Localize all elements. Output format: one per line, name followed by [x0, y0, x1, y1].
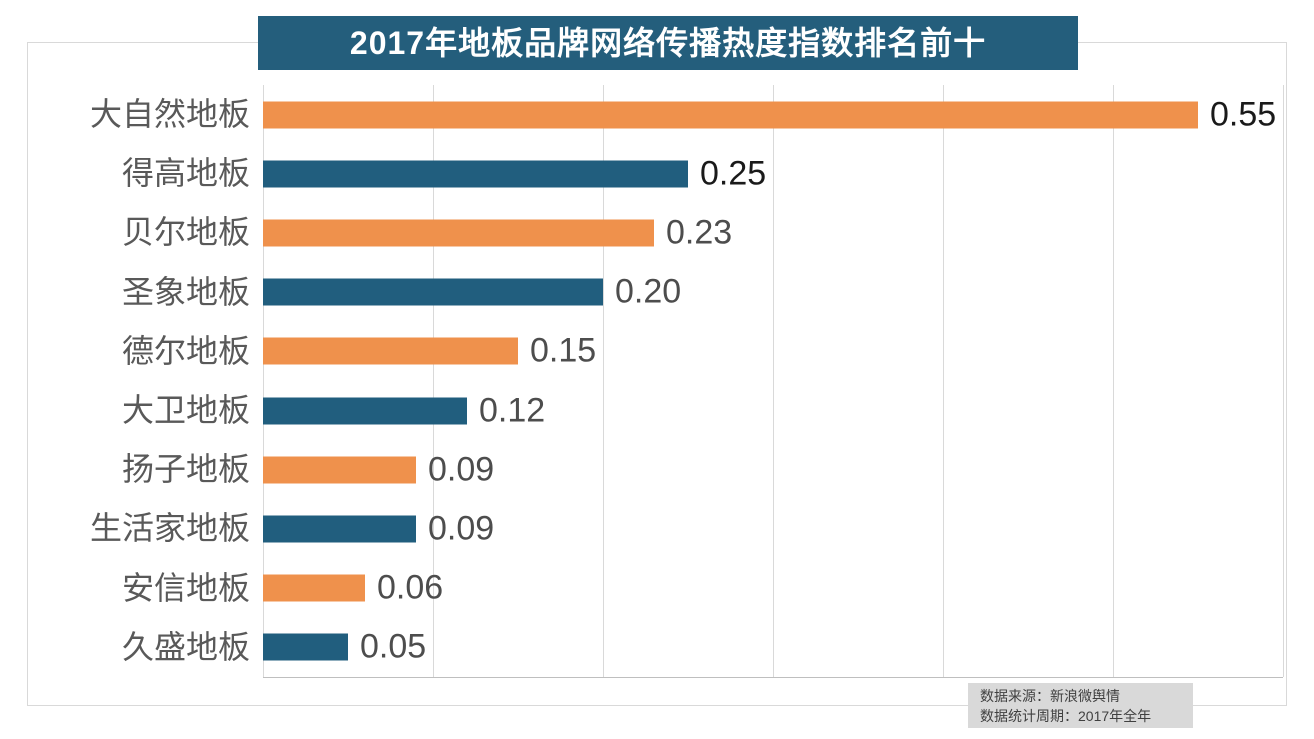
category-label: 大自然地板	[89, 96, 250, 132]
source-line-2: 数据统计周期：2017年全年	[980, 707, 1152, 724]
category-label: 得高地板	[121, 155, 250, 192]
bar-row: 0.12	[263, 381, 1283, 440]
category-label: 德尔地板	[121, 332, 250, 369]
x-axis-line	[263, 677, 1283, 678]
plot-area: 0.55 0.25 0.23 0.20 0.15 0.12 0.09 0.09 0.06 0.05	[263, 85, 1284, 678]
bar-row: 0.15	[263, 322, 1283, 381]
bar	[263, 278, 603, 306]
chart-title: 2017年地板品牌网络传播热度指数排名前十	[258, 16, 1078, 70]
bar	[263, 219, 654, 247]
value-label: 0.25	[700, 154, 767, 193]
value-label: 0.23	[666, 213, 733, 252]
category-label: 扬子地板	[121, 451, 250, 488]
category-label: 大卫地板	[121, 392, 250, 428]
value-label: 0.09	[428, 450, 495, 489]
value-label: 0.06	[377, 568, 444, 607]
value-label: 0.15	[530, 331, 597, 370]
bar-row: 0.55	[263, 85, 1283, 144]
category-label: 圣象地板	[121, 273, 250, 310]
bar	[263, 633, 348, 661]
bar-row: 0.20	[263, 263, 1283, 322]
bar	[263, 101, 1198, 129]
category-label: 安信地板	[121, 569, 250, 606]
bar	[263, 337, 518, 365]
value-label: 0.09	[428, 509, 495, 548]
bar-row: 0.25	[263, 144, 1283, 203]
bar-row: 0.09	[263, 499, 1283, 558]
bar-row: 0.23	[263, 203, 1283, 262]
gridline	[603, 85, 604, 677]
value-label: 0.20	[615, 272, 682, 311]
gridline	[433, 85, 434, 677]
bar	[263, 456, 416, 484]
gridline	[773, 85, 774, 677]
value-label: 0.12	[479, 391, 546, 430]
gridline	[1113, 85, 1114, 677]
bar	[263, 397, 467, 425]
source-line-1: 数据来源：新浪微舆情	[980, 687, 1120, 704]
bar	[263, 574, 365, 602]
bar-row: 0.06	[263, 559, 1283, 618]
category-label: 久盛地板	[121, 628, 250, 665]
bar	[263, 515, 416, 543]
bar	[263, 160, 688, 188]
value-label: 0.05	[360, 627, 427, 666]
gridline	[1283, 85, 1284, 677]
category-label: 贝尔地板	[121, 214, 250, 251]
source-note: 数据来源：新浪微舆情 数据统计周期：2017年全年	[968, 683, 1193, 728]
bar-row: 0.05	[263, 618, 1283, 677]
category-label: 生活家地板	[89, 510, 250, 547]
value-label: 0.55	[1210, 95, 1277, 134]
bar-row: 0.09	[263, 440, 1283, 499]
gridline	[943, 85, 944, 677]
gridline	[263, 85, 264, 677]
